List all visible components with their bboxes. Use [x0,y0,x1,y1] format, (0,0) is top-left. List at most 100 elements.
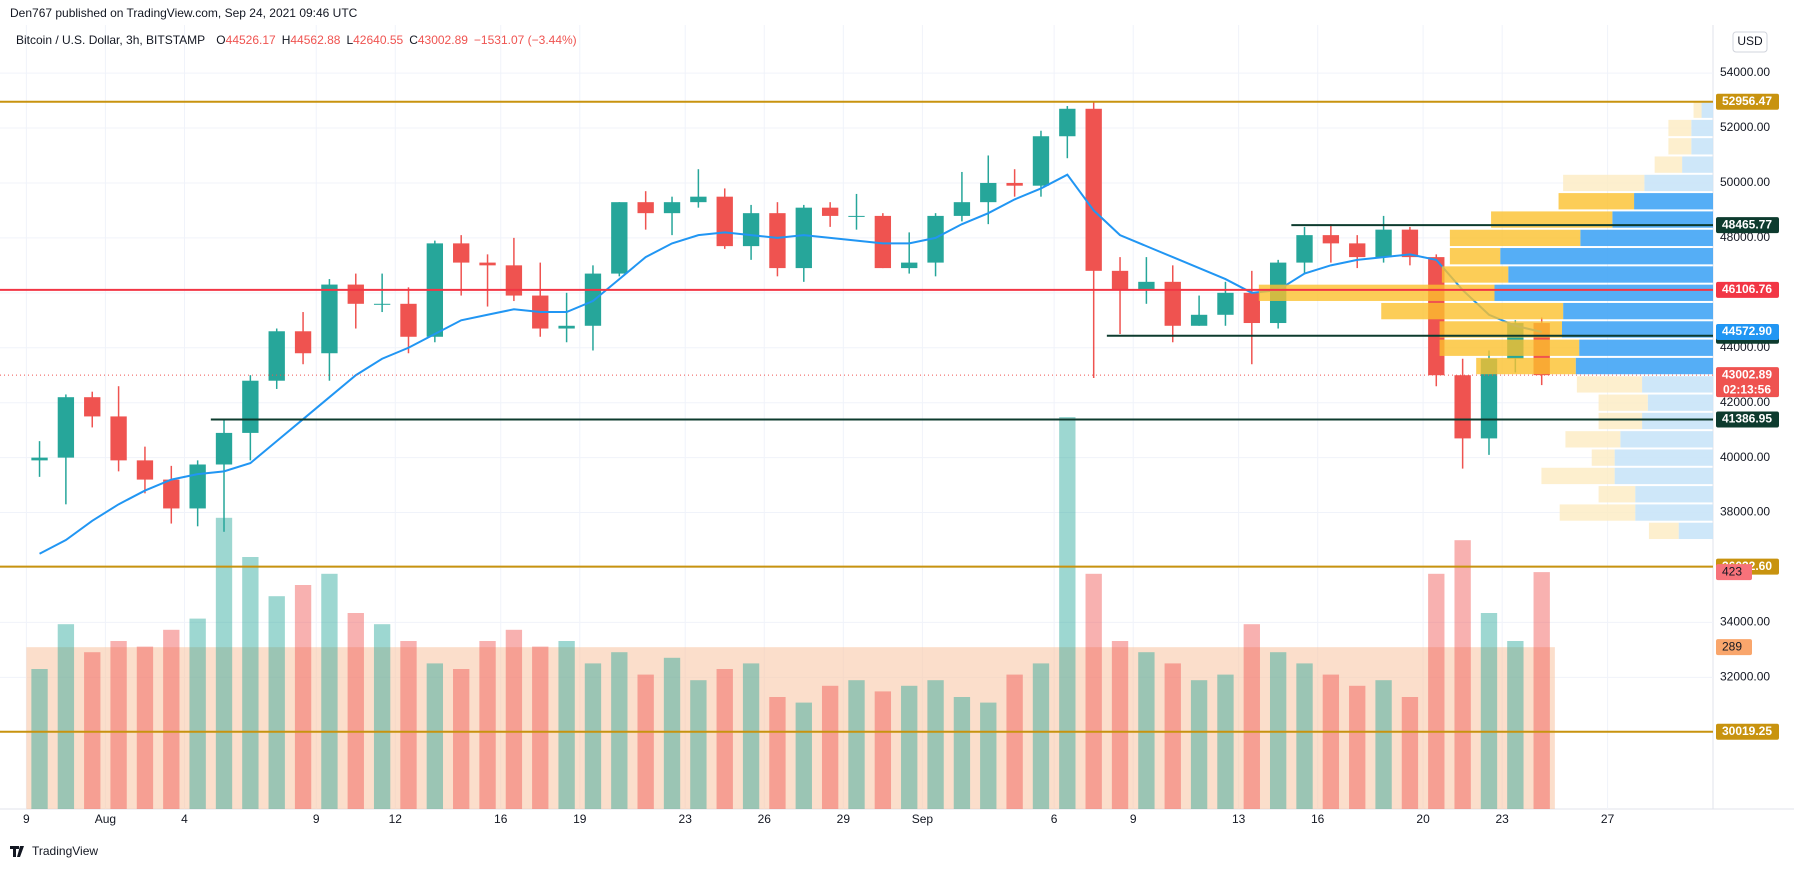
y-tick-label: 40000.00 [1720,450,1770,464]
volume-bar [953,697,971,809]
candle-body [1085,108,1102,271]
candle-body [189,464,206,509]
volume-bar [110,641,127,809]
volume-bar [690,680,707,809]
volume-bar [980,702,997,809]
profile-up [1644,174,1713,192]
profile-down [1558,193,1635,210]
price-tag-label: 46106.76 [1722,282,1772,296]
x-tick-label: 12 [389,812,403,826]
profile-down [1559,504,1636,521]
candle-body [1164,281,1181,326]
candle-body [742,213,760,247]
profile-down [1441,266,1509,283]
volume-bar [558,641,575,809]
price-tag-label: 30019.25 [1722,724,1772,738]
ema-line [39,173,1542,555]
brand: TradingView [10,844,98,858]
candle-body [268,331,285,381]
volume-bar [479,641,496,809]
profile-down [1565,431,1621,448]
candle-body [1322,235,1340,244]
currency-button-box[interactable] [1732,31,1768,53]
volume-bar [268,596,285,809]
volume-bar [1454,540,1471,809]
volume-tag-label: 423 [1722,564,1742,578]
candle-body [479,262,496,266]
volume-bar [927,680,944,809]
y-tick-label: 38000.00 [1720,505,1770,519]
profile-down [1563,174,1645,192]
volume-bar [1217,674,1234,809]
price-tag [1716,217,1779,234]
candle-body [821,207,839,216]
candle-body [1190,314,1208,326]
profile-up [1635,486,1713,503]
x-tick-label: 20 [1416,812,1430,826]
candle-body [400,303,417,337]
profile-up [1612,211,1713,228]
profile-up [1580,229,1713,247]
volume-bar [1085,573,1102,809]
candle-body [901,262,918,269]
volume-bar [189,618,206,809]
volume-bar [795,702,812,809]
profile-up [1691,119,1713,137]
x-tick-label: 13 [1232,812,1246,826]
candle-body [347,284,364,304]
profile-down [1381,302,1564,320]
brand-name: TradingView [32,844,98,858]
volume-bar [901,685,918,809]
candle-body [1296,235,1313,263]
profile-down [1258,284,1495,301]
profile-up [1678,522,1713,540]
profile-up [1634,193,1713,210]
currency[interactable]: USD [1737,34,1763,48]
symbol: Bitcoin / U.S. Dollar, 3h, BITSTAMP [16,33,205,47]
profile-down [1576,376,1643,393]
candle-body [953,202,971,216]
price-tag-label: 41386.95 [1722,412,1772,426]
x-tick-label: 29 [837,812,851,826]
candle-body [584,273,602,326]
volume-bar [347,613,364,809]
profile-down [1654,156,1683,173]
currency-button[interactable]: USD [1732,31,1768,53]
ohlc-key: C [409,33,418,47]
volume-bar [163,629,180,809]
volume-bar [426,663,444,809]
price-tag-label: 43002.89 [1722,367,1772,381]
overlay: 52956.4748465.7746106.7644436.9341386.95… [0,93,1779,740]
volume-bar [400,641,417,809]
profile-down [1476,357,1576,375]
y-tick-label: 54000.00 [1720,65,1770,79]
profile-down [1439,339,1580,356]
profile-up [1563,302,1713,320]
profile-up [1561,321,1713,338]
volume-bar [321,573,338,809]
profile-up [1508,266,1713,283]
ohlc-value: 44526.17 [226,33,276,47]
profile-up [1647,394,1713,411]
volume-bar [1296,663,1313,809]
volume-bar [57,624,75,809]
volume-bar [742,663,760,809]
candle-body [242,380,259,433]
volume-bar [1401,697,1419,809]
ohlc-key: O [216,33,225,47]
volume-bar [1111,641,1129,809]
volume-bar [1138,652,1155,809]
profile-down [1449,248,1501,265]
x-tick-label: Sep [912,812,934,826]
volume-ma [26,647,1555,809]
volume-bar [821,685,839,809]
volume-bar [769,697,786,809]
candle-body [1401,229,1419,258]
profile-up [1500,248,1713,265]
candle-body [927,215,944,263]
candle-body [558,325,575,329]
candle-body [1375,229,1392,258]
x-tick-label: 23 [679,812,693,826]
profile-down [1598,394,1648,411]
y-tick-label: 34000.00 [1720,615,1770,629]
